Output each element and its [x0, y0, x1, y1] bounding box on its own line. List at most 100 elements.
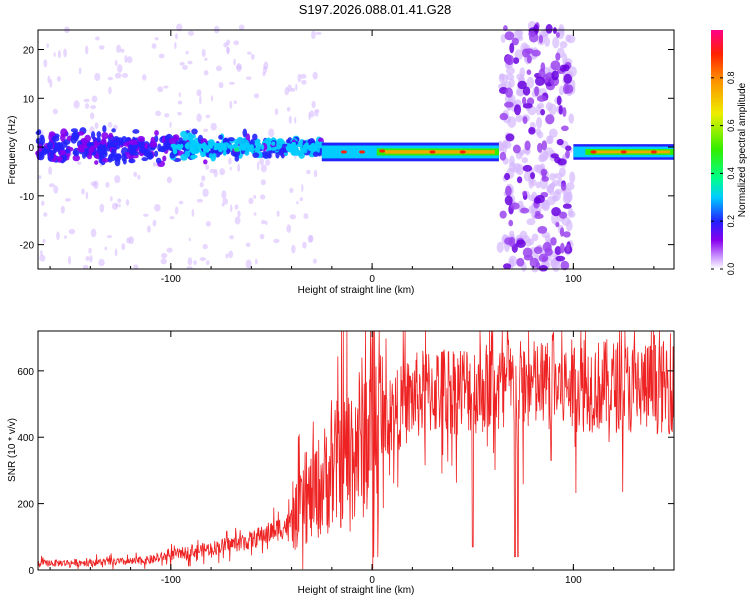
spectrogram-cell	[294, 116, 297, 124]
spectrogram-peak	[590, 150, 597, 154]
spectrogram-cell	[100, 138, 107, 145]
spectrogram-cell	[182, 65, 188, 70]
spectrogram-cell	[285, 139, 291, 144]
spectrogram-cell	[187, 257, 193, 266]
spectrogram-cell	[131, 143, 139, 150]
spectrogram-cell	[234, 142, 239, 148]
spectrogram-cell	[120, 48, 125, 53]
spectrogram-cell	[84, 45, 89, 55]
spectrogram-cell	[519, 67, 526, 78]
spectrogram-cell	[169, 121, 172, 128]
spectrogram-cell	[48, 183, 55, 188]
spectrogram-cell	[128, 158, 136, 164]
spectrogram-peak	[459, 150, 466, 154]
spectrogram-cell	[530, 172, 536, 180]
spectrogram-cell	[46, 43, 49, 48]
spectrogram-cell	[555, 255, 566, 262]
spectrogram-cell	[188, 237, 191, 242]
spectrogram-band-core	[384, 150, 495, 154]
spectrogram-cell	[515, 239, 526, 249]
spectrogram-cell	[500, 34, 506, 43]
spectrogram-cell	[552, 36, 560, 49]
spectrogram-cell	[556, 95, 562, 106]
spectrogram-cell	[60, 128, 68, 137]
spectrogram-cell	[536, 116, 543, 129]
spectrogram-cell	[215, 142, 220, 148]
spectrogram-cell	[205, 220, 211, 227]
spectrogram-peak	[340, 150, 347, 154]
spectrogram-cell	[234, 216, 241, 225]
spectrogram-cell	[64, 148, 71, 154]
spectrogram-cell	[560, 260, 570, 271]
spectrogram-cell	[315, 31, 322, 35]
spectrogram-peak	[359, 150, 366, 154]
spectrogram-cell	[72, 154, 81, 162]
spectrogram-cell	[559, 40, 568, 49]
spectrogram-cell	[86, 153, 93, 160]
spectrogram-cell	[128, 144, 133, 150]
spectrogram-cell	[529, 257, 539, 268]
spectrogram-cell	[191, 209, 195, 217]
spectrogram-cell	[225, 253, 229, 259]
spectrogram-cell	[191, 134, 196, 139]
spectrogram-cell	[146, 151, 154, 160]
spectrogram-cell	[245, 76, 252, 80]
spectrogram-cell	[302, 241, 307, 249]
spectrogram-cell	[154, 130, 159, 136]
spectrogram-cell	[522, 190, 528, 197]
spectrogram-cell	[98, 45, 105, 50]
spectrogram-cell	[538, 34, 544, 44]
spectrogram-cell	[229, 100, 233, 109]
spectrogram-cell	[94, 160, 99, 165]
spectrogram-cell	[248, 197, 254, 205]
spectrogram-cell	[508, 236, 516, 248]
spectrogram-cell	[550, 259, 557, 266]
spectrogram-marks	[35, 20, 674, 273]
spectrogram-cell	[545, 23, 553, 34]
spectrogram-cell	[545, 102, 553, 111]
spectrogram-cell	[565, 34, 572, 43]
spectrogram-cell	[245, 242, 251, 248]
colorbar-tick-label: 0.2	[726, 215, 736, 228]
spectrogram-y-tick-label: 10	[23, 94, 35, 105]
spectrogram-cell	[561, 125, 569, 132]
spectrogram-cell	[117, 64, 123, 73]
spectrogram-cell	[36, 129, 42, 135]
spectrogram-cell	[270, 147, 277, 151]
snr-y-tick-label: 400	[17, 433, 34, 444]
spectrogram-cell	[313, 169, 318, 178]
spectrogram-cell	[67, 255, 72, 265]
spectrogram-cell	[228, 81, 235, 85]
spectrogram-cell	[568, 113, 575, 124]
spectrogram-frame	[37, 29, 675, 270]
spectrogram-cell	[535, 128, 542, 136]
spectrogram-cell	[162, 155, 167, 162]
spectrogram-cell	[234, 204, 239, 210]
spectrogram-cell	[556, 138, 564, 146]
spectrogram-cell	[515, 87, 525, 97]
spectrogram-cell	[312, 71, 318, 80]
spectrogram-cell	[528, 205, 534, 214]
spectrogram-cell	[56, 76, 62, 82]
spectrogram-cell	[528, 177, 534, 189]
spectrogram-cell	[245, 259, 252, 269]
spectrogram-cell	[63, 48, 67, 58]
spectrogram-cell	[213, 146, 218, 151]
spectrogram-cell	[541, 140, 548, 151]
spectrogram-cell	[175, 143, 182, 150]
spectrogram-cell	[253, 194, 257, 199]
spectrogram-cell	[563, 83, 570, 95]
spectrogram-cell	[259, 233, 265, 240]
spectrogram-cell	[274, 108, 279, 116]
spectrogram-cell	[300, 73, 307, 79]
spectrogram-cell	[84, 102, 90, 109]
spectrogram-cell	[196, 89, 202, 97]
spectrogram-cell	[164, 134, 171, 142]
spectrogram-cell	[293, 145, 297, 152]
spectrogram-cell	[137, 174, 141, 180]
spectrogram-cell	[237, 163, 241, 172]
spectrogram-cell	[185, 50, 189, 55]
spectrogram-cell	[51, 135, 60, 142]
spectrogram-cell	[105, 181, 110, 188]
